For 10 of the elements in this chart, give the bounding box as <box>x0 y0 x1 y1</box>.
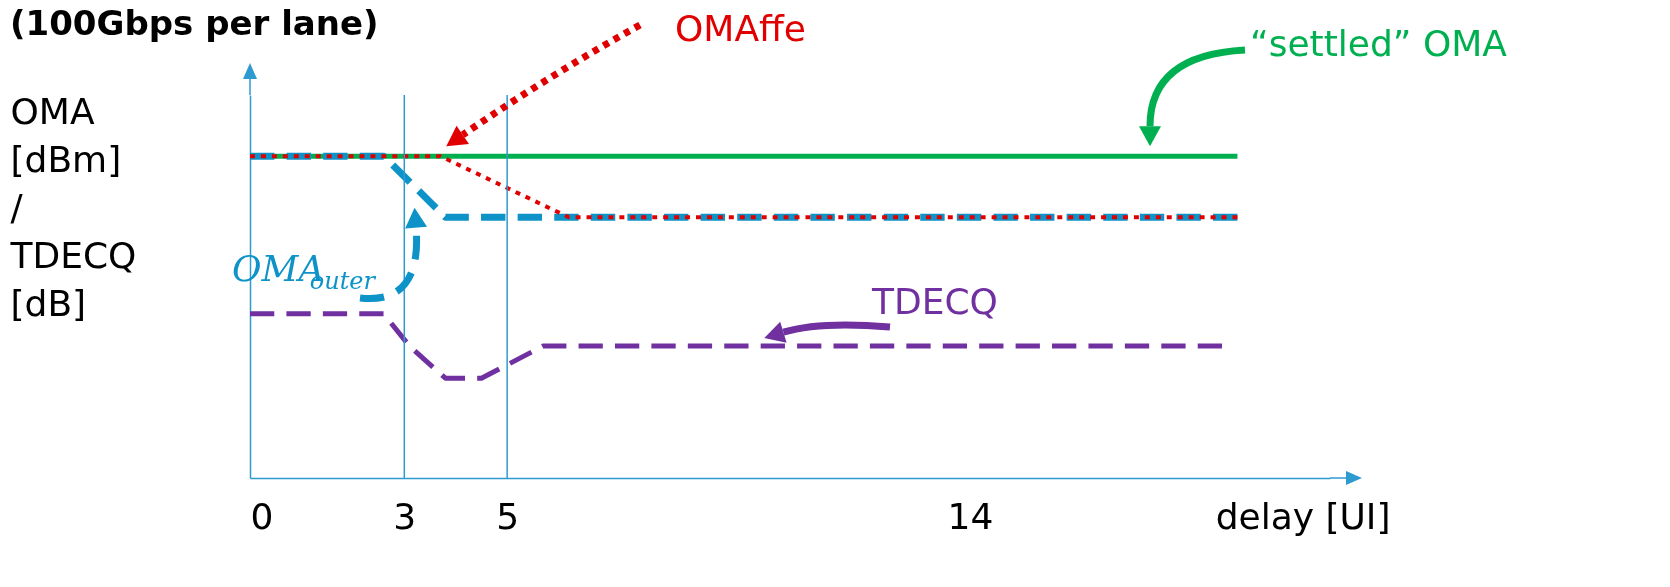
x-tick-label: 3 <box>393 495 417 537</box>
x-tick-label: 0 <box>250 495 274 537</box>
text: “settled” OMA <box>1250 23 1508 64</box>
x-tick-label: 14 <box>947 495 994 537</box>
series-label: TDECQ <box>871 281 998 322</box>
x-tick-label: 5 <box>496 495 520 537</box>
chart-title: (100Gbps per lane) <box>10 3 379 43</box>
y-axis-title: OMA [dBm] / TDECQ [dB] <box>9 90 137 324</box>
x-axis-title: delay [UI] <box>1215 495 1391 537</box>
text: OMAffe <box>675 8 806 49</box>
